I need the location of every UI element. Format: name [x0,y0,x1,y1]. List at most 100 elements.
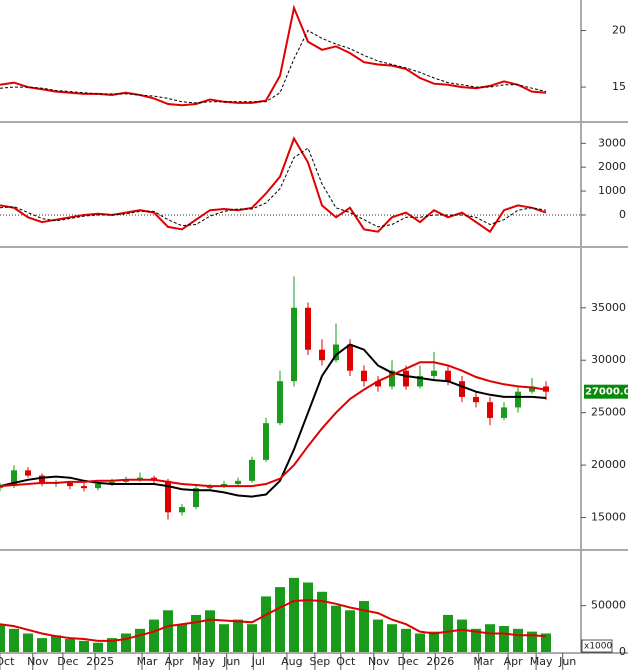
x-tick-label: 2025 [86,655,114,668]
candle-body [207,486,213,489]
volume-bar [219,624,229,652]
plot-area [0,577,551,652]
candle-body [123,479,129,482]
candle-body [501,407,507,418]
plot-area [0,136,547,234]
y-tick-label: 50000 [591,599,626,612]
plot-area [0,276,549,520]
volume-bar [429,631,439,652]
volume-bar [247,624,257,652]
y-tick-label: 1000 [598,184,626,197]
volume-bar [415,633,425,652]
line-series [0,343,547,498]
line-series [0,4,547,107]
candle-body [193,488,199,508]
candle-body [11,470,17,487]
volume-bar [527,631,537,652]
volume-bar [443,614,453,652]
volume-bar [93,642,103,652]
x-tick-label: Jun [558,655,576,668]
candle-body [179,507,185,513]
price-tag-box [584,384,628,399]
x-tick-label: May [530,655,553,668]
candle-body [95,483,101,489]
volume-bar [163,610,173,652]
candle-body [361,370,367,382]
volume-bar [499,626,509,652]
x-tick-label: May [192,655,215,668]
candle-body [389,370,395,387]
x-tick-label: Jul [251,655,265,668]
candle-body [291,307,297,382]
volume-bar [177,624,187,652]
x-tick-label: Dec [57,655,78,668]
candle-body [81,486,87,489]
y-tick-label: 35000 [591,301,626,314]
candle-body [221,483,227,487]
volume-bar [233,619,243,652]
volume-bar [513,628,523,652]
candle-body [515,391,521,408]
volume-bar [275,587,285,652]
volume-bar [79,640,89,652]
volume-bar [23,633,33,652]
y-tick-label: 0 [619,645,626,658]
volume-bar [135,628,145,652]
candle-body [459,381,465,397]
candle-body [403,370,409,387]
candle-body [319,349,325,361]
volume-bar [317,591,327,652]
x-tick-label: Sep [310,655,331,668]
line-series [0,361,547,488]
candle-body [0,486,3,489]
x-tick-label: Oct [336,655,356,668]
volume-bar [359,601,369,652]
candle-body [529,386,535,392]
volume-bar [107,638,117,652]
candle-body [263,423,269,460]
volume-bar [387,624,397,652]
volume-bar [303,582,313,652]
volume-bar [191,614,201,652]
y-tick-label: 15000 [591,511,626,524]
y-tick-label: 0 [619,208,626,221]
volume-bar [289,577,299,652]
volume-bar [471,628,481,652]
line-series [0,136,547,234]
x-tick-label: Apr [504,655,524,668]
candle-body [277,381,283,424]
x-tick-label: Oct [0,655,15,668]
candle-body [305,307,311,350]
y-tick-label: 15 [612,80,626,93]
candle-body [39,475,45,484]
candle-body [417,375,423,387]
x-tick-label: Nov [27,655,49,668]
candle-body [165,480,171,513]
line-series [0,147,547,228]
volume-bar [373,619,383,652]
volume-bar [51,635,61,652]
candle-body [109,481,115,484]
x-tick-label: Mar [137,655,158,668]
price-tag: 27000.00 [585,387,628,398]
y-tick-label: 2000 [598,160,626,173]
candle-body [67,482,73,487]
x-tick-label: Nov [368,655,390,668]
volume-bar [37,638,47,652]
y-tick-label: 25000 [591,406,626,419]
volume-bar [331,605,341,652]
candle-body [473,396,479,403]
line-series [0,599,547,642]
candle-body [375,381,381,387]
volume-bar [149,619,159,652]
candle-body [235,480,241,484]
volume-bar [0,624,5,652]
unit-label: x1000 [584,642,613,652]
volume-bar [401,628,411,652]
y-tick-label: 20000 [591,458,626,471]
line-series [0,29,547,104]
candle-body [25,470,31,476]
candle-body [445,370,451,382]
x-tick-label: Aug [281,655,302,668]
